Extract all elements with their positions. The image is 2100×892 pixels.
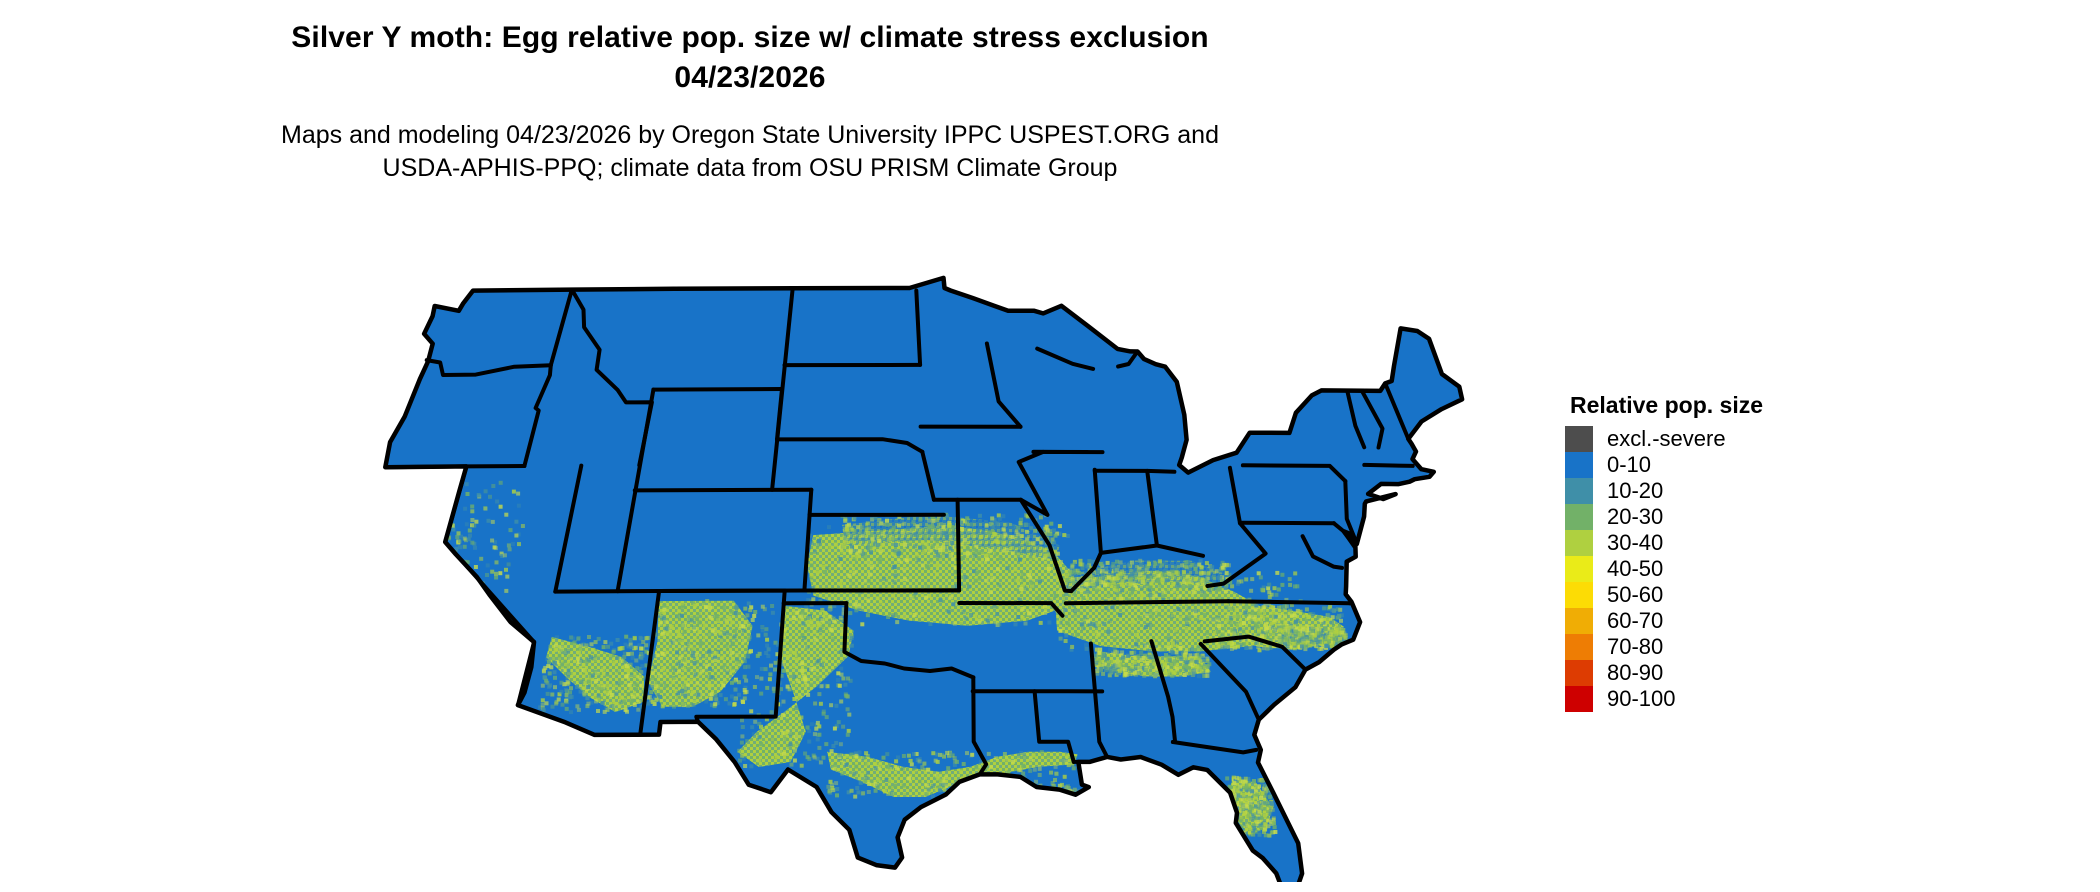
us-choropleth-map bbox=[383, 275, 1465, 882]
state-border bbox=[694, 588, 787, 724]
legend-color-swatch bbox=[1565, 660, 1593, 686]
page-subtitle: Maps and modeling 04/23/2026 by Oregon S… bbox=[0, 119, 1500, 185]
state-border bbox=[1069, 543, 1205, 594]
legend-entry-label: 90-100 bbox=[1607, 686, 1676, 711]
state-border bbox=[569, 287, 654, 468]
legend-color-swatch bbox=[1565, 634, 1593, 660]
risk-speckle-noise bbox=[385, 480, 1349, 838]
state-border bbox=[615, 387, 656, 594]
title-line-1: Silver Y moth: Egg relative pop. size w/… bbox=[291, 21, 1209, 54]
legend-color-swatch bbox=[1565, 452, 1593, 478]
legend-entry-label: 60-70 bbox=[1607, 608, 1664, 633]
page-title: Silver Y moth: Egg relative pop. size w/… bbox=[0, 18, 1500, 98]
legend-entry-label: excl.-severe bbox=[1607, 426, 1726, 451]
national-outline bbox=[383, 275, 1465, 882]
state-border bbox=[775, 437, 925, 454]
state-border bbox=[802, 487, 814, 593]
legend-entry-label: 40-50 bbox=[1607, 556, 1664, 581]
state-border bbox=[984, 341, 1023, 429]
map-risk-overlay bbox=[385, 480, 1349, 838]
state-border bbox=[1226, 599, 1352, 606]
legend-entry: 70-80 bbox=[1565, 634, 1763, 660]
legend-entry: 30-40 bbox=[1565, 530, 1763, 556]
state-border bbox=[920, 449, 936, 502]
risk-band-polygon bbox=[385, 522, 445, 661]
map-container bbox=[300, 210, 1560, 882]
state-border bbox=[1088, 641, 1110, 759]
legend-color-swatch bbox=[1565, 556, 1593, 582]
legend-color-swatch bbox=[1565, 530, 1593, 556]
map-state-borders bbox=[383, 275, 1465, 882]
legend-color-swatch bbox=[1565, 426, 1593, 452]
state-border bbox=[1016, 449, 1050, 517]
state-border bbox=[1383, 381, 1411, 441]
title-line-2: 04/23/2026 bbox=[674, 61, 826, 94]
legend-entry-label: 30-40 bbox=[1607, 530, 1664, 555]
state-border bbox=[1035, 346, 1096, 371]
state-border bbox=[1018, 497, 1074, 594]
legend-entry: 0-10 bbox=[1565, 452, 1763, 478]
legend-entry: 90-100 bbox=[1565, 686, 1763, 712]
state-border bbox=[548, 287, 574, 368]
state-border bbox=[1198, 641, 1261, 722]
legend-entry: 80-90 bbox=[1565, 660, 1763, 686]
legend-entry: 60-70 bbox=[1565, 608, 1763, 634]
legend-title: Relative pop. size bbox=[1570, 392, 1764, 418]
state-border bbox=[1205, 521, 1268, 588]
state-border bbox=[522, 363, 553, 468]
legend-entry: excl.-severe bbox=[1565, 426, 1763, 452]
legend-entry: 10-20 bbox=[1565, 478, 1763, 504]
risk-band-polygon bbox=[546, 636, 645, 713]
legend-entry: 50-60 bbox=[1565, 582, 1763, 608]
state-border bbox=[1202, 634, 1308, 672]
state-border bbox=[1345, 388, 1367, 450]
state-border bbox=[1032, 689, 1076, 764]
state-border bbox=[553, 463, 584, 594]
state-border bbox=[632, 487, 814, 493]
state-border bbox=[1145, 470, 1159, 548]
legend-entry-label: 10-20 bbox=[1607, 478, 1664, 503]
legend-color-swatch bbox=[1565, 686, 1593, 712]
legend-color-swatch bbox=[1565, 478, 1593, 504]
legend-entry-label: 70-80 bbox=[1607, 634, 1664, 659]
state-border bbox=[1063, 599, 1231, 606]
legend-entry: 20-30 bbox=[1565, 504, 1763, 530]
state-border bbox=[957, 601, 1065, 618]
state-border bbox=[1227, 465, 1242, 526]
legend-color-swatch bbox=[1565, 504, 1593, 530]
state-border bbox=[638, 589, 662, 736]
legend-entry-label: 50-60 bbox=[1607, 582, 1664, 607]
risk-band-polygon bbox=[827, 751, 1078, 797]
state-border bbox=[1116, 349, 1140, 369]
legend-entry-list: excl.-severe 0-10 10-20 20-30 30-40 40-50 50-6… bbox=[1565, 426, 1763, 712]
legend-color-swatch bbox=[1565, 608, 1593, 634]
map-legend: Relative pop. size excl.-severe 0-10 10-20… bbox=[1565, 392, 1763, 712]
legend-entry: 40-50 bbox=[1565, 556, 1763, 582]
subtitle-line-2: USDA-APHIS-PPQ; climate data from OSU PR… bbox=[382, 154, 1118, 182]
state-border bbox=[1237, 520, 1336, 526]
risk-band-polygon bbox=[737, 605, 854, 767]
state-border bbox=[1145, 468, 1177, 474]
state-border bbox=[1300, 534, 1344, 570]
subtitle-line-1: Maps and modeling 04/23/2026 by Oregon S… bbox=[281, 121, 1219, 149]
state-border bbox=[651, 387, 784, 392]
state-border bbox=[971, 675, 989, 777]
state-border bbox=[1170, 740, 1259, 755]
legend-color-swatch bbox=[1565, 582, 1593, 608]
legend-entry-label: 80-90 bbox=[1607, 660, 1664, 685]
state-border bbox=[914, 288, 923, 367]
state-border bbox=[775, 387, 784, 442]
state-border bbox=[955, 497, 962, 593]
state-border bbox=[1240, 463, 1348, 484]
legend-entry-label: 20-30 bbox=[1607, 504, 1664, 529]
state-border bbox=[1359, 388, 1385, 450]
state-border bbox=[842, 601, 976, 680]
state-border bbox=[1362, 462, 1415, 468]
state-border bbox=[424, 358, 553, 377]
legend-entry-label: 0-10 bbox=[1607, 452, 1652, 477]
